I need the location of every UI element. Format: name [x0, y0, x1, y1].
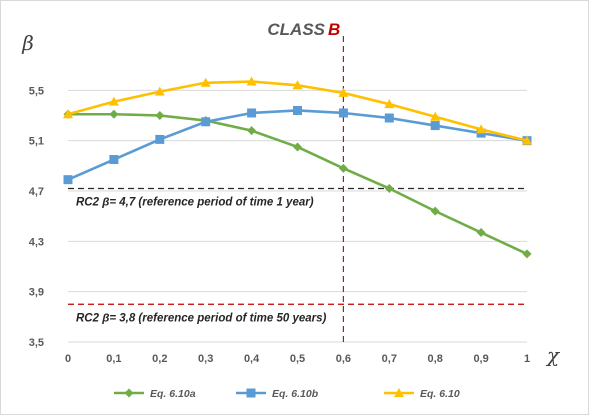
- data-point: [155, 111, 165, 120]
- data-point: [338, 108, 348, 118]
- data-point: [338, 87, 349, 97]
- x-axis-label: χ: [545, 343, 561, 367]
- legend-label: Eq. 6.10: [420, 388, 460, 400]
- data-point: [63, 175, 73, 185]
- data-point: [155, 134, 165, 144]
- y-axis-label: β: [21, 31, 34, 55]
- x-tick-label: 0,8: [428, 353, 443, 365]
- y-tick-label: 5,5: [29, 85, 44, 97]
- series-line: [68, 112, 528, 256]
- y-tick-label: 4,7: [29, 186, 44, 198]
- y-tick-label: 5,1: [29, 136, 44, 148]
- data-point: [293, 142, 302, 152]
- data-point: [154, 86, 165, 96]
- data-point: [246, 76, 257, 86]
- reference-line-label: RC2 β= 4,7 (reference period of time 1 y…: [76, 196, 314, 208]
- legend-item: Eq. 6.10: [384, 388, 460, 400]
- data-point: [246, 388, 256, 398]
- data-point: [108, 96, 119, 106]
- reference-annotations: RC2 β= 4,7 (reference period of time 1 y…: [76, 196, 327, 324]
- data-point: [124, 388, 134, 398]
- legend-item: Eq. 6.10a: [114, 388, 196, 400]
- x-tick-label: 1: [524, 353, 530, 365]
- data-point: [430, 121, 440, 131]
- data-point: [476, 228, 486, 238]
- y-tick-label: 3,9: [29, 287, 44, 299]
- data-point: [522, 249, 532, 259]
- legend: Eq. 6.10a Eq. 6.10b Eq. 6.10: [114, 388, 460, 400]
- reference-line-label: RC2 β= 3,8 (reference period of time 50 …: [76, 312, 327, 324]
- data-point: [292, 80, 303, 90]
- data-point: [430, 111, 441, 121]
- data-point: [476, 124, 487, 134]
- data-point: [63, 109, 73, 119]
- x-tick-label: 0,6: [336, 353, 351, 365]
- data-point: [200, 77, 211, 87]
- legend-item: Eq. 6.10b: [236, 388, 319, 400]
- x-tick-label: 0,4: [244, 353, 260, 365]
- data-point: [247, 126, 257, 136]
- x-tick-label: 0,5: [290, 353, 305, 365]
- series-eq-6-10a: [63, 109, 532, 259]
- data-point: [384, 183, 394, 193]
- legend-label: Eq. 6.10b: [272, 388, 319, 400]
- x-tick-label: 0,9: [473, 353, 488, 365]
- chart-title-highlight: B: [328, 20, 340, 39]
- x-tick-label: 0,2: [152, 353, 167, 365]
- data-point: [109, 155, 119, 165]
- data-point: [384, 113, 394, 123]
- data-series: [63, 76, 532, 259]
- data-point: [394, 388, 404, 397]
- data-point: [293, 105, 302, 115]
- y-tick-labels: 3,5 3,9 4,3 4,7 5,1 5,5: [29, 85, 44, 349]
- x-tick-label: 0: [65, 353, 71, 365]
- chart-title: CLASS: [267, 20, 325, 39]
- y-tick-label: 4,3: [29, 236, 44, 248]
- x-tick-label: 0,7: [382, 353, 397, 365]
- grid-lines: [68, 89, 527, 343]
- data-point: [384, 99, 395, 109]
- series-eq-6-10: [63, 76, 532, 145]
- data-point: [109, 109, 119, 119]
- data-point: [338, 163, 348, 173]
- reference-lines: [68, 36, 527, 342]
- data-point: [430, 206, 440, 216]
- data-point: [522, 135, 532, 145]
- x-tick-label: 0,1: [106, 353, 121, 365]
- x-tick-label: 0,3: [198, 353, 213, 365]
- x-tick-labels: 0 0,1 0,2 0,3 0,4 0,5 0,6 0,7 0,8 0,9 1: [65, 353, 530, 365]
- y-tick-label: 3,5: [29, 337, 44, 349]
- data-point: [201, 117, 211, 127]
- data-point: [247, 108, 257, 118]
- legend-label: Eq. 6.10a: [150, 388, 196, 400]
